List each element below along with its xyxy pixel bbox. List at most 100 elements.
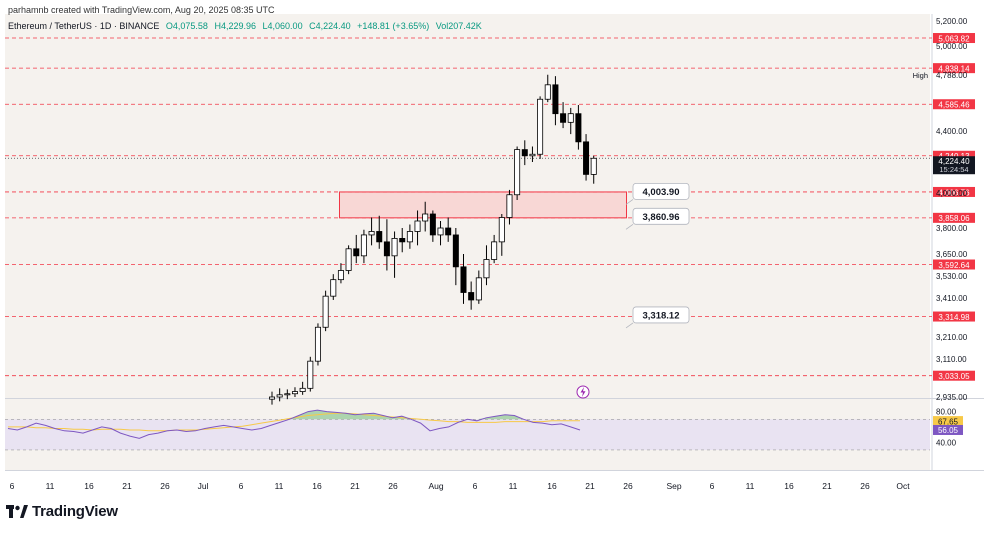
- high-label: High: [913, 71, 928, 80]
- callout-label: 3,318.12: [643, 311, 680, 322]
- candle: [521, 140, 528, 166]
- candle: [460, 254, 467, 304]
- candle-body: [307, 360, 314, 389]
- time-tick-label: 6: [710, 481, 715, 491]
- candle: [322, 290, 329, 332]
- rsi-value-label: 56.05: [938, 426, 959, 435]
- candle-body: [299, 387, 306, 392]
- support-zone: [339, 191, 627, 219]
- candle-body: [368, 231, 375, 236]
- candle: [575, 105, 582, 150]
- lightning-icon: [576, 385, 590, 399]
- candle: [560, 102, 567, 129]
- rsi-tick-label: 40.00: [936, 438, 957, 447]
- volume-value: Vol207.42K: [435, 21, 482, 31]
- callout-box: [632, 306, 690, 324]
- candle-body: [429, 213, 436, 236]
- candle: [422, 201, 429, 232]
- candle: [291, 387, 298, 397]
- high-value: H4,229.96: [214, 21, 257, 31]
- symbol-info: Ethereum / TetherUS · 1D · BINANCE O4,07…: [8, 21, 486, 31]
- callout-label: 3,860.96: [643, 212, 680, 223]
- candle: [437, 221, 444, 246]
- candle: [383, 219, 390, 271]
- candle-body: [498, 217, 505, 243]
- price-tick-label: 3,530.00: [936, 272, 968, 281]
- price-level-label: 4,838.14: [938, 64, 970, 73]
- candle-body: [399, 237, 406, 243]
- time-tick-label: Jul: [198, 481, 209, 491]
- candle: [330, 274, 337, 300]
- time-tick-label: 21: [122, 481, 132, 491]
- price-tick-label: 3,410.00: [936, 294, 968, 303]
- candle: [468, 281, 475, 310]
- price-tick-label: 3,210.00: [936, 333, 968, 342]
- price-tick-label: 2,935.00: [936, 393, 968, 402]
- time-tick-label: 11: [746, 481, 755, 491]
- candle-body: [552, 84, 559, 115]
- candle: [368, 217, 375, 246]
- price-level-tag: [933, 186, 975, 197]
- price-level-label: 3,858.06: [938, 214, 970, 223]
- candle-body: [521, 149, 528, 157]
- time-tick-label: Sep: [666, 481, 681, 491]
- candle-body: [514, 149, 521, 196]
- time-tick-label: 21: [822, 481, 832, 491]
- candle: [284, 389, 291, 400]
- candle-body: [537, 98, 544, 155]
- candle-body: [276, 394, 283, 398]
- candle-body: [544, 84, 551, 100]
- time-tick-label: Oct: [896, 481, 910, 491]
- candle-body: [422, 213, 429, 222]
- candle-body: [491, 241, 498, 260]
- price-level-tag: [933, 150, 975, 161]
- rsi-ma-tag: [933, 416, 963, 427]
- candle: [567, 107, 574, 135]
- brand-text: TradingView: [32, 503, 118, 520]
- price-tick-label: 4,400.00: [936, 127, 968, 136]
- candle-body: [483, 259, 490, 279]
- candle-body: [414, 220, 421, 232]
- candle-body: [590, 157, 597, 175]
- countdown-label: 15:24:54: [939, 165, 968, 174]
- candle: [414, 210, 421, 246]
- callout-pointer: [625, 224, 634, 230]
- candle-body: [460, 266, 467, 293]
- candle: [345, 245, 352, 275]
- candle-body: [575, 113, 582, 143]
- candle: [445, 217, 452, 242]
- price-level-label: 3,033.05: [938, 372, 970, 381]
- candle-body: [291, 391, 298, 395]
- price-level-tag: [933, 370, 975, 381]
- time-tick-label: 16: [312, 481, 322, 491]
- candle-body: [322, 295, 329, 328]
- symbol-name: Ethereum / TetherUS · 1D · BINANCE: [8, 21, 160, 31]
- price-tick-label: 3,800.00: [936, 224, 968, 233]
- time-tick-label: 26: [388, 481, 398, 491]
- candle: [307, 356, 314, 392]
- candle: [529, 146, 536, 162]
- candle: [353, 234, 360, 264]
- time-tick-label: 21: [350, 481, 360, 491]
- candle: [268, 391, 275, 405]
- current-price-tag: [933, 156, 975, 175]
- chart-credit: parhamnb created with TradingView.com, A…: [8, 5, 275, 15]
- candle-body: [468, 292, 475, 301]
- candle: [399, 228, 406, 253]
- callout-box: [632, 182, 690, 200]
- candle: [406, 224, 413, 249]
- candle: [506, 189, 513, 225]
- candle-body: [437, 227, 444, 236]
- time-tick-label: 16: [784, 481, 794, 491]
- candle-body: [330, 279, 337, 297]
- candle-body: [529, 153, 536, 157]
- candle-body: [345, 248, 352, 271]
- candle-body: [506, 194, 513, 218]
- callout-label: 4,003.90: [643, 187, 680, 198]
- candle: [314, 323, 321, 366]
- candle: [537, 96, 544, 159]
- rsi-value-tag: [933, 424, 963, 435]
- price-tick-label: 5,000.00: [936, 42, 968, 51]
